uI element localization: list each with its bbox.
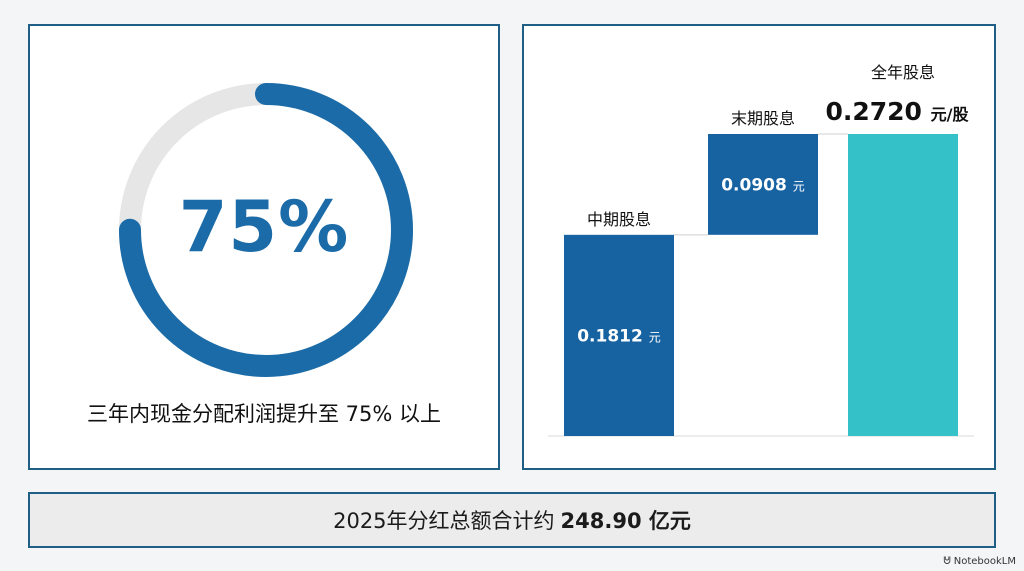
- bar-value-label: 0.0908 元: [721, 175, 805, 195]
- waterfall-bar: [708, 134, 818, 235]
- bar-value-label: 0.1812 元: [577, 326, 661, 346]
- total-dividend-amount: 248.90 亿元: [560, 509, 691, 533]
- donut-slice-value: [119, 83, 413, 377]
- category-label: 中期股息: [587, 210, 651, 229]
- donut-chart: [119, 83, 413, 377]
- waterfall-bar: [848, 134, 958, 436]
- notebooklm-watermark: ᕰ NotebookLM: [943, 556, 1016, 567]
- notebooklm-logo-icon: ᕰ: [943, 556, 951, 567]
- category-label: 全年股息: [871, 63, 935, 82]
- watermark-text: NotebookLM: [953, 556, 1016, 567]
- payout-caption: 三年内现金分配利润提升至 75% 以上: [86, 402, 442, 426]
- dividend-waterfall-panel: 中期股息 0.1812 元 末期股息 0.0908 元 全年股息 0.2720 元/股: [522, 24, 996, 470]
- waterfall-bar: [564, 234, 674, 436]
- payout-ratio-panel: 75% 三年内现金分配利润提升至 75% 以上: [28, 24, 500, 470]
- category-label: 末期股息: [731, 109, 795, 128]
- bar-value-label: 0.2720 元/股: [825, 97, 969, 126]
- waterfall-chart: 中期股息 0.1812 元 末期股息 0.0908 元 全年股息 0.2720 元/股: [548, 63, 974, 437]
- donut-center-label: 75%: [178, 186, 350, 268]
- total-dividend-prefix: 2025年分红总额合计约: [333, 509, 555, 533]
- total-dividend-bar: 2025年分红总额合计约 248.90 亿元: [28, 492, 996, 548]
